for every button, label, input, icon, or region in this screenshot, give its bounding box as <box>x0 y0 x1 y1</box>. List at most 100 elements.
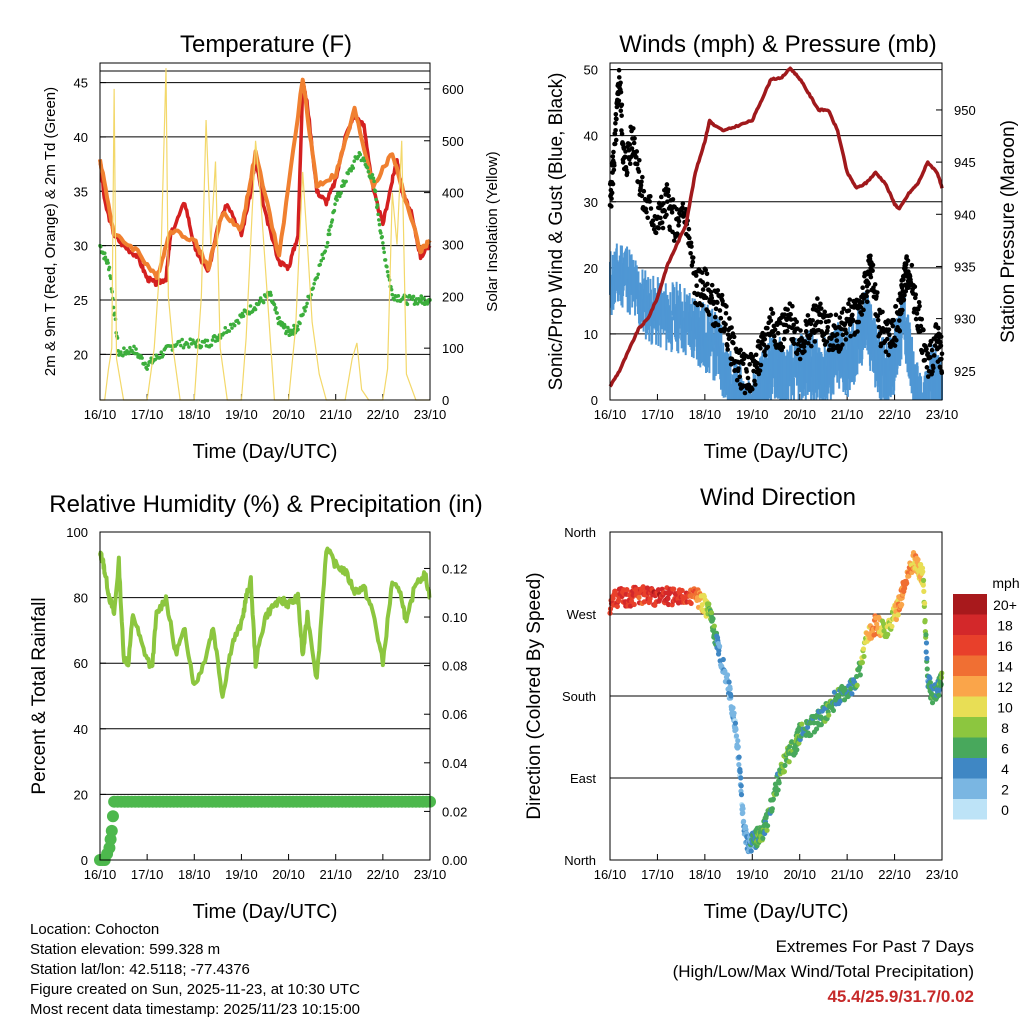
data-point-gust <box>762 352 768 358</box>
data-point-gust <box>848 333 853 339</box>
data-point-gust <box>929 347 935 353</box>
y2-tick-label-0-5: 500 <box>442 134 464 149</box>
data-point-gust <box>613 137 619 143</box>
data-point-gust <box>782 312 787 317</box>
y-tick-label-2-2: 40 <box>74 722 88 737</box>
data-point-gust <box>937 365 943 370</box>
data-point-gust <box>651 222 656 228</box>
panel-title-2: Relative Humidity (%) & Precipitation (i… <box>49 491 482 518</box>
data-point-dewpoint <box>161 352 166 357</box>
data-point-dewpoint <box>318 262 323 267</box>
data-point-gust <box>850 318 856 324</box>
data-point-dewpoint <box>241 314 246 318</box>
colorbar-swatch-0 <box>953 594 987 615</box>
data-point-dewpoint <box>365 166 370 170</box>
data-point-gust <box>676 218 682 224</box>
data-point-gust <box>641 188 647 194</box>
data-point-gust <box>917 303 922 309</box>
data-point-gust <box>931 365 936 371</box>
x-tick-label-3-7: 23/10 <box>926 867 959 882</box>
data-point-dewpoint <box>330 218 335 222</box>
data-point-gust <box>825 328 830 334</box>
data-point-gust <box>670 197 676 202</box>
y2-tick-label-0-0: 0 <box>442 393 449 408</box>
data-point-gust <box>870 262 876 268</box>
data-point-direction <box>735 738 741 744</box>
data-point-gust <box>727 334 733 340</box>
data-point-gust <box>924 365 930 370</box>
data-point-gust <box>880 309 885 315</box>
data-point-gust <box>899 285 905 290</box>
data-point-gust <box>884 336 890 342</box>
data-point-direction <box>799 721 805 727</box>
colorbar-label-1: 18 <box>997 618 1013 634</box>
data-point-direction <box>736 754 742 760</box>
data-point-gust <box>703 267 709 273</box>
data-point-gust <box>813 303 818 309</box>
data-point-gust <box>812 339 818 344</box>
data-point-gust <box>703 295 709 301</box>
data-point-direction <box>899 601 905 608</box>
data-point-gust <box>864 299 870 305</box>
data-point-gust <box>918 323 924 329</box>
data-point-dewpoint <box>210 338 215 342</box>
data-point-dewpoint <box>286 325 290 330</box>
y2-tick-label-0-4: 400 <box>442 186 464 201</box>
data-point-dewpoint <box>108 276 113 281</box>
data-point-gust <box>715 300 720 305</box>
x-tick-label-3-4: 20/10 <box>783 867 816 882</box>
data-point-dewpoint <box>370 172 375 177</box>
data-point-dewpoint <box>301 312 305 317</box>
data-point-gust <box>810 318 815 323</box>
data-point-dewpoint <box>292 323 296 328</box>
data-point-gust <box>709 295 715 301</box>
data-point-direction <box>748 848 754 854</box>
y2-tick-label-1-4: 945 <box>954 155 976 170</box>
data-point-direction <box>906 573 912 579</box>
data-point-gust <box>755 360 760 366</box>
data-point-gust <box>650 218 656 223</box>
data-point-direction <box>857 672 863 678</box>
data-point-gust <box>665 187 671 192</box>
data-point-gust <box>645 215 651 221</box>
data-point-gust <box>664 182 670 187</box>
data-point-gust <box>616 75 622 80</box>
data-point-dewpoint <box>339 191 343 195</box>
colorbar-title: mph <box>992 575 1019 591</box>
x-tick-label-1-3: 19/10 <box>736 407 769 422</box>
data-point-dewpoint <box>396 294 401 298</box>
data-point-dewpoint <box>269 293 273 297</box>
data-point-gust <box>686 226 692 232</box>
data-point-gust <box>796 347 802 353</box>
data-point-direction <box>717 643 723 649</box>
data-point-rainfall <box>105 824 118 837</box>
y-axis-label-0: 2m & 9m T (Red, Orange) & 2m Td (Green) <box>42 87 59 376</box>
data-point-direction <box>830 707 837 714</box>
data-point-gust <box>870 268 875 274</box>
data-point-gust <box>632 136 637 141</box>
x-axis-label-3: Time (Day/UTC) <box>704 901 849 923</box>
data-point-dewpoint <box>107 265 112 270</box>
x-tick-label-3-3: 19/10 <box>736 867 769 882</box>
data-point-dewpoint <box>352 159 357 163</box>
data-point-gust <box>745 375 751 381</box>
data-point-gust <box>916 299 922 305</box>
data-point-gust <box>634 154 639 160</box>
data-point-gust <box>750 354 756 360</box>
data-point-dewpoint <box>240 311 245 316</box>
data-point-direction <box>924 666 930 672</box>
data-point-dewpoint <box>132 344 136 349</box>
colorbar-swatch-8 <box>953 758 987 779</box>
data-point-gust <box>928 354 933 360</box>
y2-tick-label-2-5: 0.10 <box>442 610 467 625</box>
data-point-gust <box>664 212 669 218</box>
data-point-dewpoint <box>304 304 308 309</box>
data-point-direction <box>727 686 733 692</box>
data-point-dewpoint <box>312 281 316 286</box>
data-point-gust <box>715 322 721 328</box>
data-point-dewpoint <box>253 307 258 312</box>
data-point-gust <box>794 319 799 325</box>
x-tick-label-0-4: 20/10 <box>272 407 305 422</box>
data-point-gust <box>884 321 890 327</box>
data-point-direction <box>624 587 630 593</box>
